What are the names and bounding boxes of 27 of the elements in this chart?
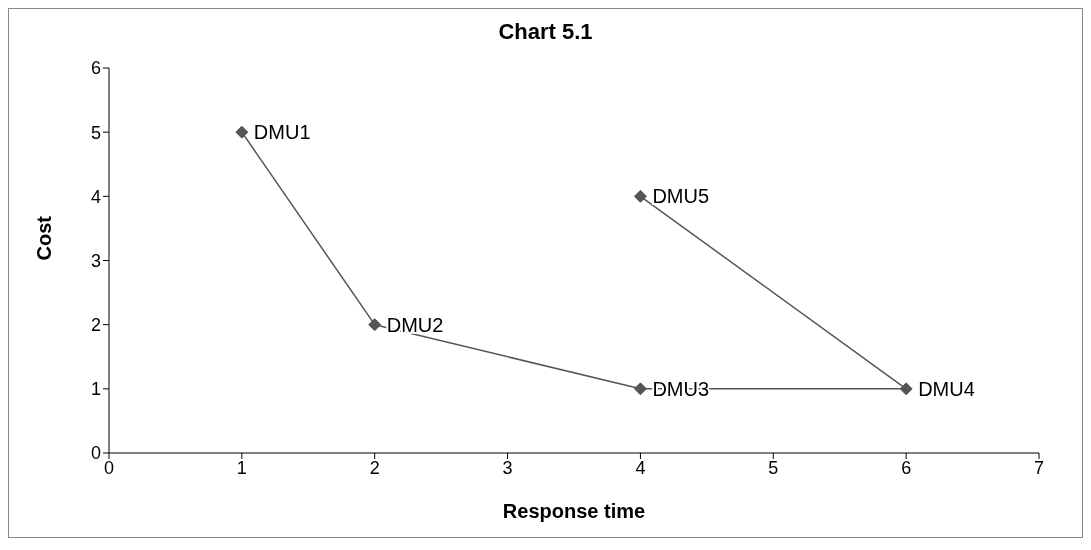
point bbox=[368, 318, 382, 332]
x-tick-label: 7 bbox=[1033, 457, 1045, 478]
annotation: DMU5 bbox=[652, 185, 710, 208]
chart-title: Chart 5.1 bbox=[497, 18, 594, 46]
point bbox=[633, 382, 647, 396]
x-tick-label: 3 bbox=[502, 457, 513, 478]
y-tick-label: 1 bbox=[90, 379, 101, 400]
y-tick-label: 2 bbox=[90, 315, 101, 336]
x-tick-label: 0 bbox=[103, 457, 115, 478]
point bbox=[633, 189, 647, 203]
annotation: DMU2 bbox=[386, 313, 444, 336]
y-tick-label: 6 bbox=[90, 58, 101, 79]
x-tick-label: 6 bbox=[901, 457, 912, 478]
x-tick-label: 5 bbox=[768, 457, 779, 478]
y-tick-label: 4 bbox=[90, 186, 101, 207]
y-axis-title: Cost bbox=[33, 215, 56, 261]
point bbox=[235, 125, 249, 139]
x-axis-title: Response time bbox=[502, 500, 646, 522]
x-tick-label: 4 bbox=[635, 457, 646, 478]
point bbox=[899, 382, 913, 396]
x-tick-label: 2 bbox=[369, 457, 380, 478]
y-tick-label: 3 bbox=[90, 250, 101, 271]
x-tick-label: 1 bbox=[236, 457, 247, 478]
annotation: DMU4 bbox=[918, 377, 975, 400]
y-tick-label: 5 bbox=[90, 122, 101, 143]
annotation: DMU1 bbox=[253, 121, 311, 144]
y-tick-label: 0 bbox=[90, 443, 101, 464]
